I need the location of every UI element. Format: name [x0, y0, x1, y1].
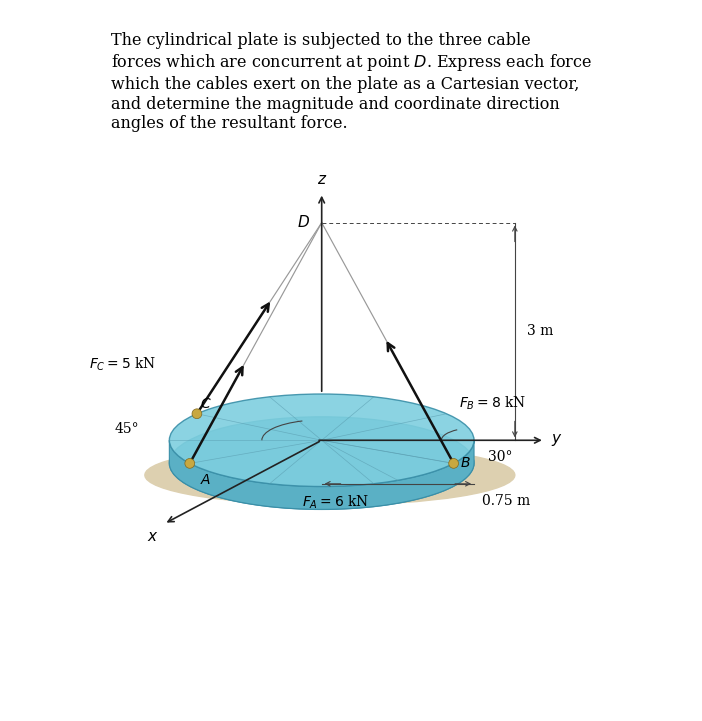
Polygon shape: [169, 441, 474, 509]
Text: $A$: $A$: [199, 473, 211, 487]
Ellipse shape: [169, 417, 474, 509]
Ellipse shape: [145, 445, 515, 505]
Text: $y$: $y$: [551, 433, 563, 448]
Circle shape: [449, 459, 458, 469]
Text: 0.75 m: 0.75 m: [482, 494, 531, 508]
Text: $z$: $z$: [317, 173, 327, 187]
Text: 3 m: 3 m: [526, 324, 553, 338]
Text: 30°: 30°: [488, 450, 512, 464]
Circle shape: [185, 459, 194, 469]
Text: $D$: $D$: [297, 213, 310, 229]
Text: $x$: $x$: [147, 531, 159, 544]
Text: $F_A = 6$ kN: $F_A = 6$ kN: [302, 493, 369, 510]
Text: The cylindrical plate is subjected to the three cable
forces which are concurren: The cylindrical plate is subjected to th…: [110, 32, 592, 132]
Text: $C$: $C$: [199, 397, 211, 411]
Circle shape: [192, 409, 201, 419]
Ellipse shape: [169, 394, 474, 487]
Text: $F_C = 5$ kN: $F_C = 5$ kN: [88, 356, 156, 373]
Text: 45°: 45°: [115, 423, 140, 436]
Text: $B$: $B$: [460, 456, 471, 470]
Text: $F_B = 8$ kN: $F_B = 8$ kN: [459, 394, 526, 412]
